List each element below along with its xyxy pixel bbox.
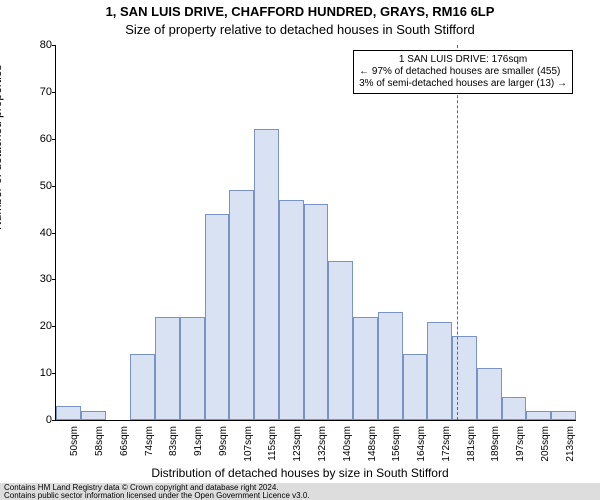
footer-attribution: Contains HM Land Registry data © Crown c…	[0, 483, 600, 500]
y-tick-label: 70	[40, 86, 52, 98]
x-tick-label: 172sqm	[441, 426, 452, 466]
histogram-bar	[56, 406, 81, 420]
histogram-bar	[279, 200, 304, 420]
x-tick-label: 91sqm	[193, 426, 204, 466]
histogram-bar	[205, 214, 230, 420]
annotation-line-2: ← 97% of detached houses are smaller (45…	[359, 66, 567, 78]
y-tick-label: 80	[40, 39, 52, 51]
histogram-bar	[378, 312, 403, 420]
y-tick-label: 0	[46, 414, 52, 426]
x-tick-label: 83sqm	[168, 426, 179, 466]
histogram-bar	[526, 411, 551, 420]
y-tick-label: 20	[40, 320, 52, 332]
histogram-bar	[427, 322, 452, 420]
x-tick-label: 115sqm	[267, 426, 278, 466]
y-tick-label: 50	[40, 180, 52, 192]
x-tick-label: 164sqm	[416, 426, 427, 466]
reference-marker-line	[457, 45, 458, 420]
y-tick-label: 30	[40, 273, 52, 285]
x-axis-label: Distribution of detached houses by size …	[0, 466, 600, 480]
histogram-bar	[403, 354, 428, 420]
histogram-bar	[328, 261, 353, 420]
histogram-bar	[502, 397, 527, 420]
x-tick-label: 197sqm	[515, 426, 526, 466]
histogram-bar	[452, 336, 477, 420]
y-axis-label: Number of detached properties	[0, 65, 4, 230]
x-tick-label: 181sqm	[466, 426, 477, 466]
footer-line-2: Contains public sector information licen…	[4, 492, 596, 500]
x-tick-label: 213sqm	[565, 426, 576, 466]
histogram-plot-area	[55, 45, 576, 421]
histogram-bar	[155, 317, 180, 420]
annotation-line-1: 1 SAN LUIS DRIVE: 176sqm	[359, 54, 567, 66]
x-tick-label: 99sqm	[218, 426, 229, 466]
histogram-bar	[81, 411, 106, 420]
chart-subtitle: Size of property relative to detached ho…	[0, 22, 600, 37]
histogram-bar	[254, 129, 279, 420]
histogram-bar	[353, 317, 378, 420]
x-tick-label: 148sqm	[367, 426, 378, 466]
histogram-bar	[180, 317, 205, 420]
x-tick-label: 132sqm	[317, 426, 328, 466]
y-tick-label: 60	[40, 133, 52, 145]
histogram-bar	[304, 204, 329, 420]
x-tick-label: 50sqm	[69, 426, 80, 466]
y-tick-label: 40	[40, 227, 52, 239]
x-tick-label: 123sqm	[292, 426, 303, 466]
annotation-callout: 1 SAN LUIS DRIVE: 176sqm← 97% of detache…	[353, 50, 573, 94]
chart-title-address: 1, SAN LUIS DRIVE, CHAFFORD HUNDRED, GRA…	[0, 4, 600, 19]
y-tick-label: 10	[40, 367, 52, 379]
x-tick-label: 66sqm	[119, 426, 130, 466]
x-tick-label: 205sqm	[540, 426, 551, 466]
x-tick-label: 74sqm	[144, 426, 155, 466]
x-tick-label: 156sqm	[391, 426, 402, 466]
x-tick-label: 140sqm	[342, 426, 353, 466]
histogram-bar	[229, 190, 254, 420]
annotation-line-3: 3% of semi-detached houses are larger (1…	[359, 78, 567, 90]
histogram-bar	[130, 354, 155, 420]
histogram-bar	[477, 368, 502, 420]
histogram-bar	[551, 411, 576, 420]
x-tick-label: 189sqm	[490, 426, 501, 466]
x-tick-label: 58sqm	[94, 426, 105, 466]
x-tick-label: 107sqm	[243, 426, 254, 466]
